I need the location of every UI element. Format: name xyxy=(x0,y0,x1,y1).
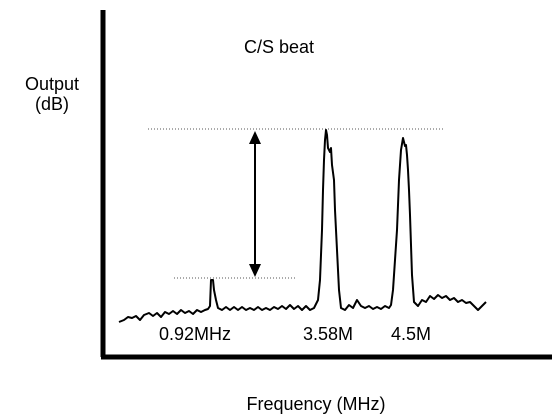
peak-label-3.58: 3.58M xyxy=(303,324,353,344)
level-difference-arrow xyxy=(249,131,261,277)
y-axis-label-line2: (dB) xyxy=(35,94,69,114)
x-axis-label: Frequency (MHz) xyxy=(246,394,385,414)
diagram-title: C/S beat xyxy=(244,37,314,57)
peak-label-0.92: 0.92MHz xyxy=(159,324,231,344)
spectrum-trace xyxy=(118,129,487,323)
y-axis-label-line1: Output xyxy=(25,74,79,94)
peak-label-4.5: 4.5M xyxy=(391,324,431,344)
